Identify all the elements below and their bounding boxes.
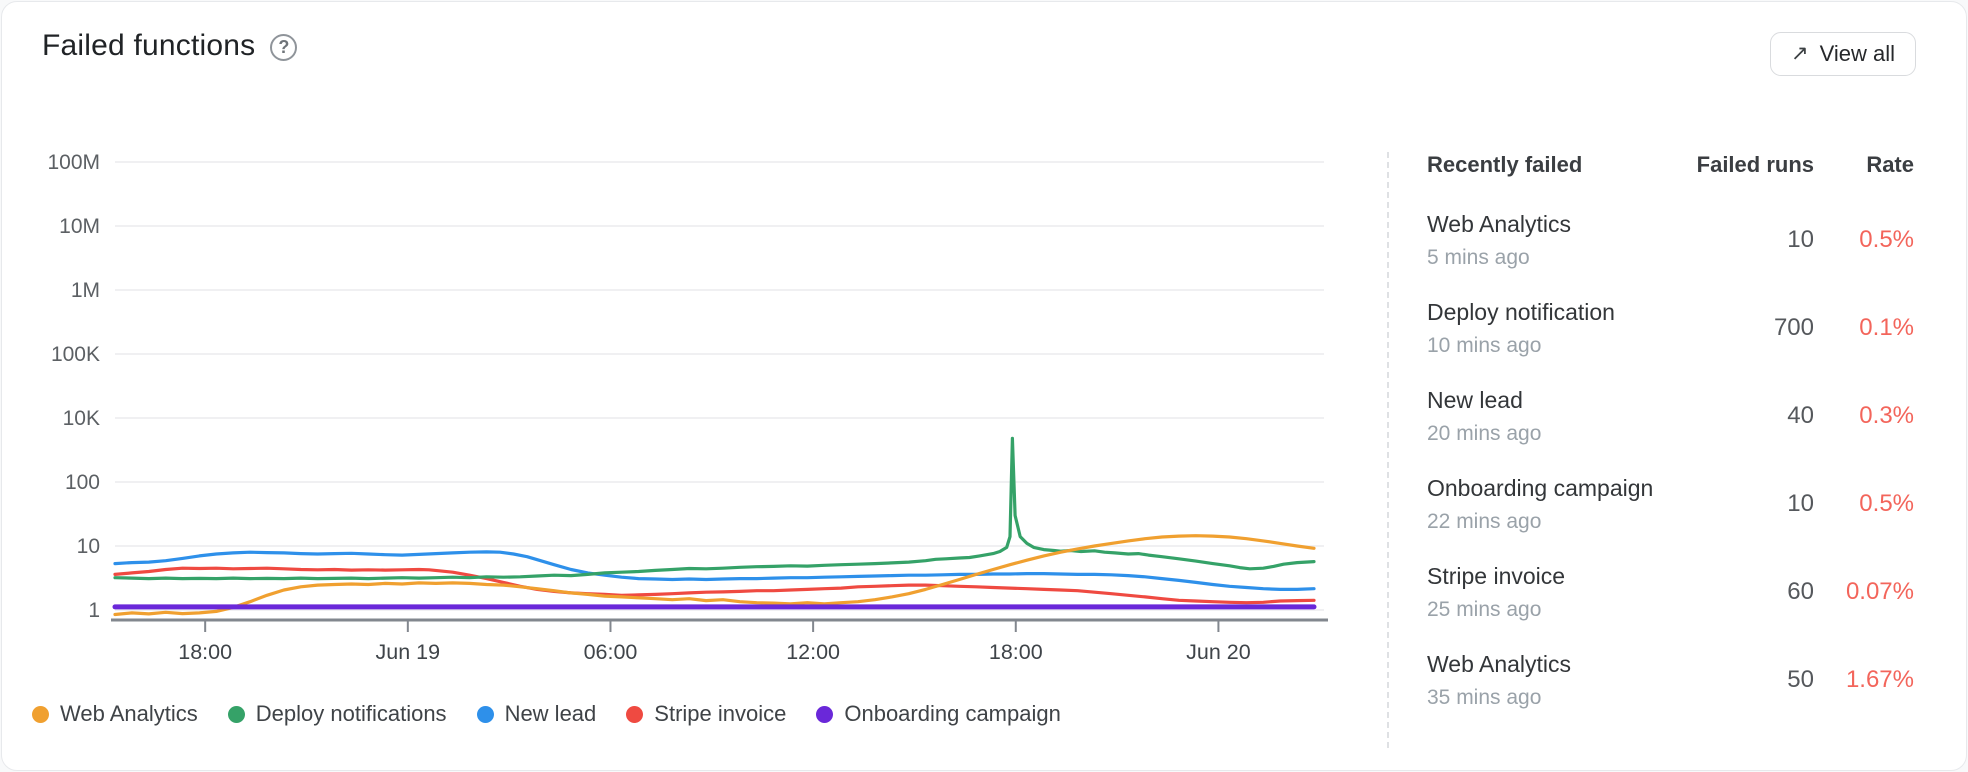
legend-label: New lead bbox=[504, 701, 597, 726]
function-name: New lead bbox=[1427, 386, 1523, 413]
card-header: Failed functions ? bbox=[42, 29, 298, 63]
x-axis-label: 18:00 bbox=[178, 640, 232, 664]
row-main: Web Analytics 35 mins ago bbox=[1427, 651, 1674, 710]
legend-item[interactable]: Stripe invoice bbox=[626, 701, 786, 727]
failure-rate-value: 0.5% bbox=[1859, 490, 1914, 517]
x-axis-label: Jun 19 bbox=[376, 640, 441, 664]
failed-runs-value: 40 bbox=[1787, 402, 1814, 429]
failure-rate-value: 0.1% bbox=[1859, 314, 1914, 341]
failure-rate-value: 0.5% bbox=[1859, 226, 1914, 253]
row-main: New lead 20 mins ago bbox=[1427, 387, 1674, 446]
row-main: Onboarding campaign 22 mins ago bbox=[1427, 475, 1674, 534]
page-title: Failed functions bbox=[42, 29, 256, 62]
failed-time: 10 mins ago bbox=[1427, 333, 1542, 357]
legend-item[interactable]: New lead bbox=[476, 701, 597, 727]
table-row[interactable]: Web Analytics 35 mins ago 50 1.67% bbox=[1427, 648, 1914, 712]
series-line-web-analytics bbox=[113, 534, 1316, 617]
table-row[interactable]: Web Analytics 5 mins ago 10 0.5% bbox=[1427, 208, 1914, 272]
x-axis-label: 18:00 bbox=[989, 640, 1043, 664]
legend-dot-icon bbox=[626, 705, 644, 723]
help-icon[interactable]: ? bbox=[270, 33, 298, 61]
view-all-button[interactable]: ↗ View all bbox=[1769, 32, 1916, 76]
failed-runs-value: 700 bbox=[1773, 314, 1814, 341]
series-line-new-lead bbox=[113, 550, 1316, 591]
y-axis-label: 10 bbox=[77, 535, 100, 558]
failure-rate-value: 0.07% bbox=[1845, 578, 1914, 605]
function-name: Web Analytics bbox=[1427, 650, 1572, 677]
y-axis-label: 1M bbox=[71, 279, 100, 302]
row-main: Stripe invoice 25 mins ago bbox=[1427, 563, 1674, 622]
legend-item[interactable]: Onboarding campaign bbox=[816, 701, 1061, 727]
failed-time: 5 mins ago bbox=[1427, 245, 1530, 269]
table-header: Recently failed Failed runs Rate bbox=[1427, 152, 1914, 178]
function-name: Deploy notification bbox=[1427, 298, 1615, 325]
arrow-up-right-icon: ↗ bbox=[1790, 41, 1809, 65]
column-header-rate: Rate bbox=[1866, 152, 1914, 177]
series-line-stripe-invoice bbox=[113, 566, 1316, 605]
failed-time: 25 mins ago bbox=[1427, 597, 1542, 621]
legend-label: Stripe invoice bbox=[654, 701, 787, 726]
table-row[interactable]: Onboarding campaign 22 mins ago 10 0.5% bbox=[1427, 472, 1914, 536]
legend-label: Deploy notifications bbox=[255, 701, 447, 726]
y-axis-label: 100K bbox=[51, 343, 100, 366]
y-axis-label: 100M bbox=[47, 151, 100, 174]
failure-rate-value: 1.67% bbox=[1845, 666, 1914, 693]
row-main: Web Analytics 5 mins ago bbox=[1427, 211, 1674, 270]
failed-time: 35 mins ago bbox=[1427, 685, 1542, 709]
failed-functions-chart: 100M 10M 1M 100K 10K 100 10 1 18:00 Jun 19 06:00 12… bbox=[47, 151, 1328, 664]
function-name: Onboarding campaign bbox=[1427, 474, 1654, 501]
y-axis-label: 10M bbox=[59, 215, 100, 238]
legend-item[interactable]: Deploy notifications bbox=[227, 701, 447, 727]
panel-divider bbox=[1387, 152, 1389, 748]
table-row[interactable]: Stripe invoice 25 mins ago 60 0.07% bbox=[1427, 560, 1914, 624]
legend-dot-icon bbox=[227, 705, 245, 723]
y-axis-label: 100 bbox=[65, 471, 100, 494]
view-all-label: View all bbox=[1819, 41, 1895, 66]
column-header-failed-runs: Failed runs bbox=[1696, 152, 1814, 177]
legend-dot-icon bbox=[476, 705, 494, 723]
legend-dot-icon bbox=[816, 705, 834, 723]
recently-failed-panel: Recently failed Failed runs Rate Web Ana… bbox=[1427, 152, 1914, 736]
failed-runs-value: 10 bbox=[1787, 226, 1814, 253]
legend-label: Web Analytics bbox=[60, 701, 198, 726]
legend-dot-icon bbox=[32, 705, 49, 723]
y-axis-label: 10K bbox=[63, 407, 100, 430]
failed-runs-value: 60 bbox=[1787, 578, 1814, 605]
table-body: Web Analytics 5 mins ago 10 0.5% Deploy noti… bbox=[1427, 208, 1914, 712]
chart-legend: Web Analytics Deploy notifications New lea… bbox=[32, 701, 1061, 727]
function-name: Web Analytics bbox=[1427, 210, 1572, 237]
x-axis-label: Jun 20 bbox=[1186, 640, 1251, 664]
failed-time: 20 mins ago bbox=[1427, 421, 1542, 445]
table-row[interactable]: Deploy notification 10 mins ago 700 0.1% bbox=[1427, 296, 1914, 360]
failed-runs-value: 50 bbox=[1787, 666, 1814, 693]
row-main: Deploy notification 10 mins ago bbox=[1427, 299, 1674, 358]
series-line-deploy-notifications bbox=[113, 436, 1316, 581]
column-header-recently-failed: Recently failed bbox=[1427, 152, 1583, 177]
failure-rate-value: 0.3% bbox=[1859, 402, 1914, 429]
function-name: Stripe invoice bbox=[1427, 562, 1566, 589]
x-axis-label: 06:00 bbox=[584, 640, 638, 664]
legend-item[interactable]: Web Analytics bbox=[32, 701, 198, 727]
failed-time: 22 mins ago bbox=[1427, 509, 1542, 533]
x-axis-label: 12:00 bbox=[786, 640, 840, 664]
y-axis-label: 1 bbox=[88, 599, 100, 622]
table-row[interactable]: New lead 20 mins ago 40 0.3% bbox=[1427, 384, 1914, 448]
legend-label: Onboarding campaign bbox=[844, 701, 1061, 726]
failed-runs-value: 10 bbox=[1787, 490, 1814, 517]
